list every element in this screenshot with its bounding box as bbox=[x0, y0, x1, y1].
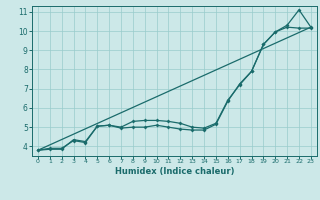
X-axis label: Humidex (Indice chaleur): Humidex (Indice chaleur) bbox=[115, 167, 234, 176]
